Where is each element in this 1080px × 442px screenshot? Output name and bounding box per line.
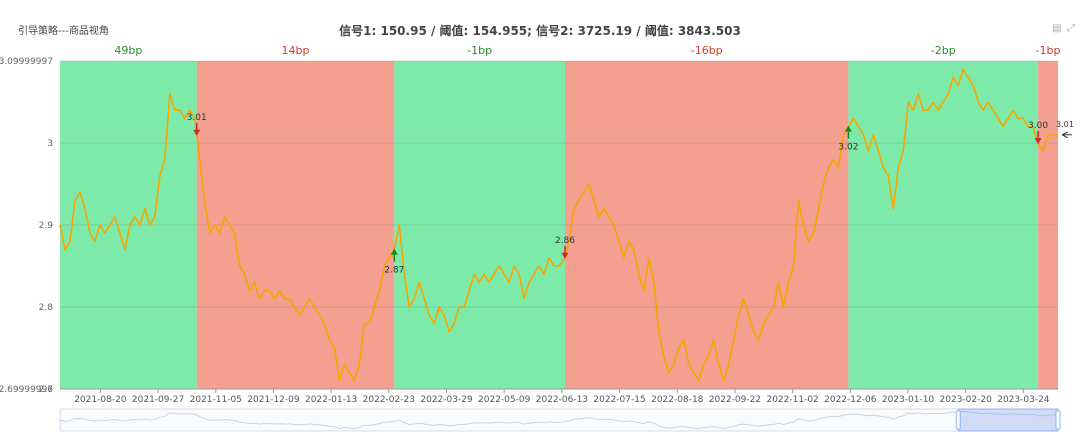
band-bp-label: -16bp (691, 44, 723, 57)
signal-arrow-head (844, 125, 852, 132)
x-tick-label: 2022-12-06 (824, 395, 877, 405)
y-tick-label: 3.09999997 (0, 57, 53, 67)
signal-label: 2.87 (384, 266, 404, 276)
y-tick-label: 2.9 (39, 221, 54, 231)
y-tick-label: 2.69999996 (0, 385, 53, 395)
y-tick-label: 2.8 (39, 303, 54, 313)
app-title: 引导策略---商品视角 (18, 26, 109, 37)
signal-arrow-head (1034, 137, 1042, 144)
band-bp-label: -1bp (467, 44, 492, 57)
band-bp-label: 49bp (114, 44, 142, 57)
x-tick-label: 2022-11-02 (766, 395, 818, 405)
regime-band (1038, 61, 1058, 389)
band-bp-label: -2bp (931, 44, 956, 57)
end-value-pointer (1061, 131, 1072, 139)
x-tick-label: 2023-02-20 (940, 395, 993, 405)
signal-label: 2.86 (555, 236, 575, 246)
save-image-icon[interactable]: ▤ (1052, 23, 1062, 34)
x-tick-label: 2022-01-13 (305, 395, 357, 405)
end-value-label: 3.01 (1056, 120, 1074, 129)
x-tick-label: 2022-08-18 (651, 395, 704, 405)
x-tick-label: 2022-03-29 (420, 395, 473, 405)
regime-band (848, 61, 1039, 389)
signal-arrow-head (193, 129, 201, 136)
x-tick-label: 2023-03-24 (997, 395, 1050, 405)
chart-title: 信号1: 150.95 / 阈值: 154.955; 信号2: 3725.19 … (339, 24, 741, 38)
datazoom-preview-line (59, 410, 1058, 430)
x-tick-label: 2021-12-09 (247, 395, 300, 405)
datazoom-handle-right[interactable] (1055, 410, 1061, 430)
signal-label: 3.02 (838, 143, 858, 153)
band-bp-label: 14bp (282, 44, 310, 57)
x-tick-label: 2022-02-23 (363, 395, 415, 405)
x-tick-label: 2022-09-22 (709, 395, 761, 405)
x-tick-label: 2022-05-09 (478, 395, 531, 405)
fullscreen-icon[interactable]: ⤢ (1067, 23, 1075, 34)
x-tick-label: 2021-08-20 (74, 395, 127, 405)
x-tick-label: 2021-11-05 (190, 395, 242, 405)
datazoom-handle-left[interactable] (955, 410, 961, 430)
signal-label: 3.01 (187, 113, 207, 123)
y-tick-label: 3 (47, 139, 53, 149)
regime-band (60, 61, 197, 389)
x-tick-label: 2021-09-27 (132, 395, 184, 405)
datazoom-window[interactable] (957, 408, 1059, 432)
band-bp-label: -1bp (1036, 44, 1061, 57)
signal-label: 3.00 (1028, 121, 1048, 131)
regime-band (564, 61, 849, 389)
signal-arrow-head (561, 252, 569, 259)
x-tick-label: 2022-06-13 (536, 395, 588, 405)
x-tick-label: 2023-01-10 (882, 395, 935, 405)
regime-band (394, 61, 565, 389)
y-tick-label: 2.7 (39, 385, 53, 395)
price-line (59, 68, 1058, 382)
signal-arrow-head (390, 248, 398, 255)
x-tick-label: 2022-07-15 (593, 395, 645, 405)
